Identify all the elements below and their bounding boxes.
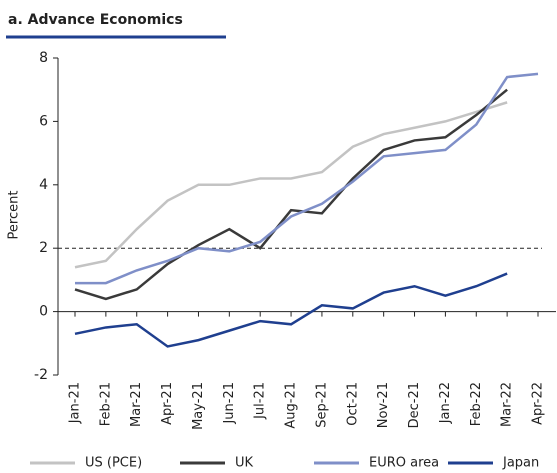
y-tick-label: 2	[39, 240, 48, 256]
series-line	[75, 72, 539, 285]
series-line	[74, 272, 508, 348]
x-tick-label: Jul-21	[253, 382, 268, 420]
y-tick-label: 4	[39, 177, 48, 193]
x-tick-label: Feb-22	[469, 382, 484, 426]
y-tick-label: 6	[39, 113, 48, 129]
legend-label: EURO area	[369, 456, 439, 471]
x-tick-label: Mar-22	[500, 382, 515, 427]
y-tick-label: -2	[34, 367, 48, 383]
series-line	[74, 101, 508, 269]
x-tick-label: Dec-21	[407, 382, 422, 428]
legend-label: Japan	[502, 456, 539, 471]
y-tick-label: 0	[39, 304, 48, 320]
x-tick-label: Aug-21	[284, 382, 299, 429]
legend-label: UK	[235, 456, 254, 471]
legend-label: US (PCE)	[85, 456, 142, 471]
x-tick-label: May-21	[191, 382, 206, 430]
x-tick-label: Nov-21	[376, 382, 391, 428]
chart-title: a. Advance Economics	[8, 12, 183, 28]
x-tick-label: Mar-21	[129, 382, 144, 427]
x-tick-label: Feb-21	[98, 382, 113, 426]
y-axis-title: Percent	[7, 191, 22, 240]
series-line	[74, 88, 508, 301]
x-tick-label: Jan-21	[68, 382, 83, 424]
x-tick-label: Sep-21	[314, 382, 329, 428]
x-tick-label: Jan-22	[438, 382, 453, 424]
x-tick-label: Oct-21	[345, 382, 360, 426]
x-tick-label: Jun-21	[222, 382, 237, 425]
x-tick-label: Apr-21	[160, 382, 175, 425]
y-tick-label: 8	[39, 50, 48, 66]
x-tick-label: Apr-22	[531, 382, 546, 425]
